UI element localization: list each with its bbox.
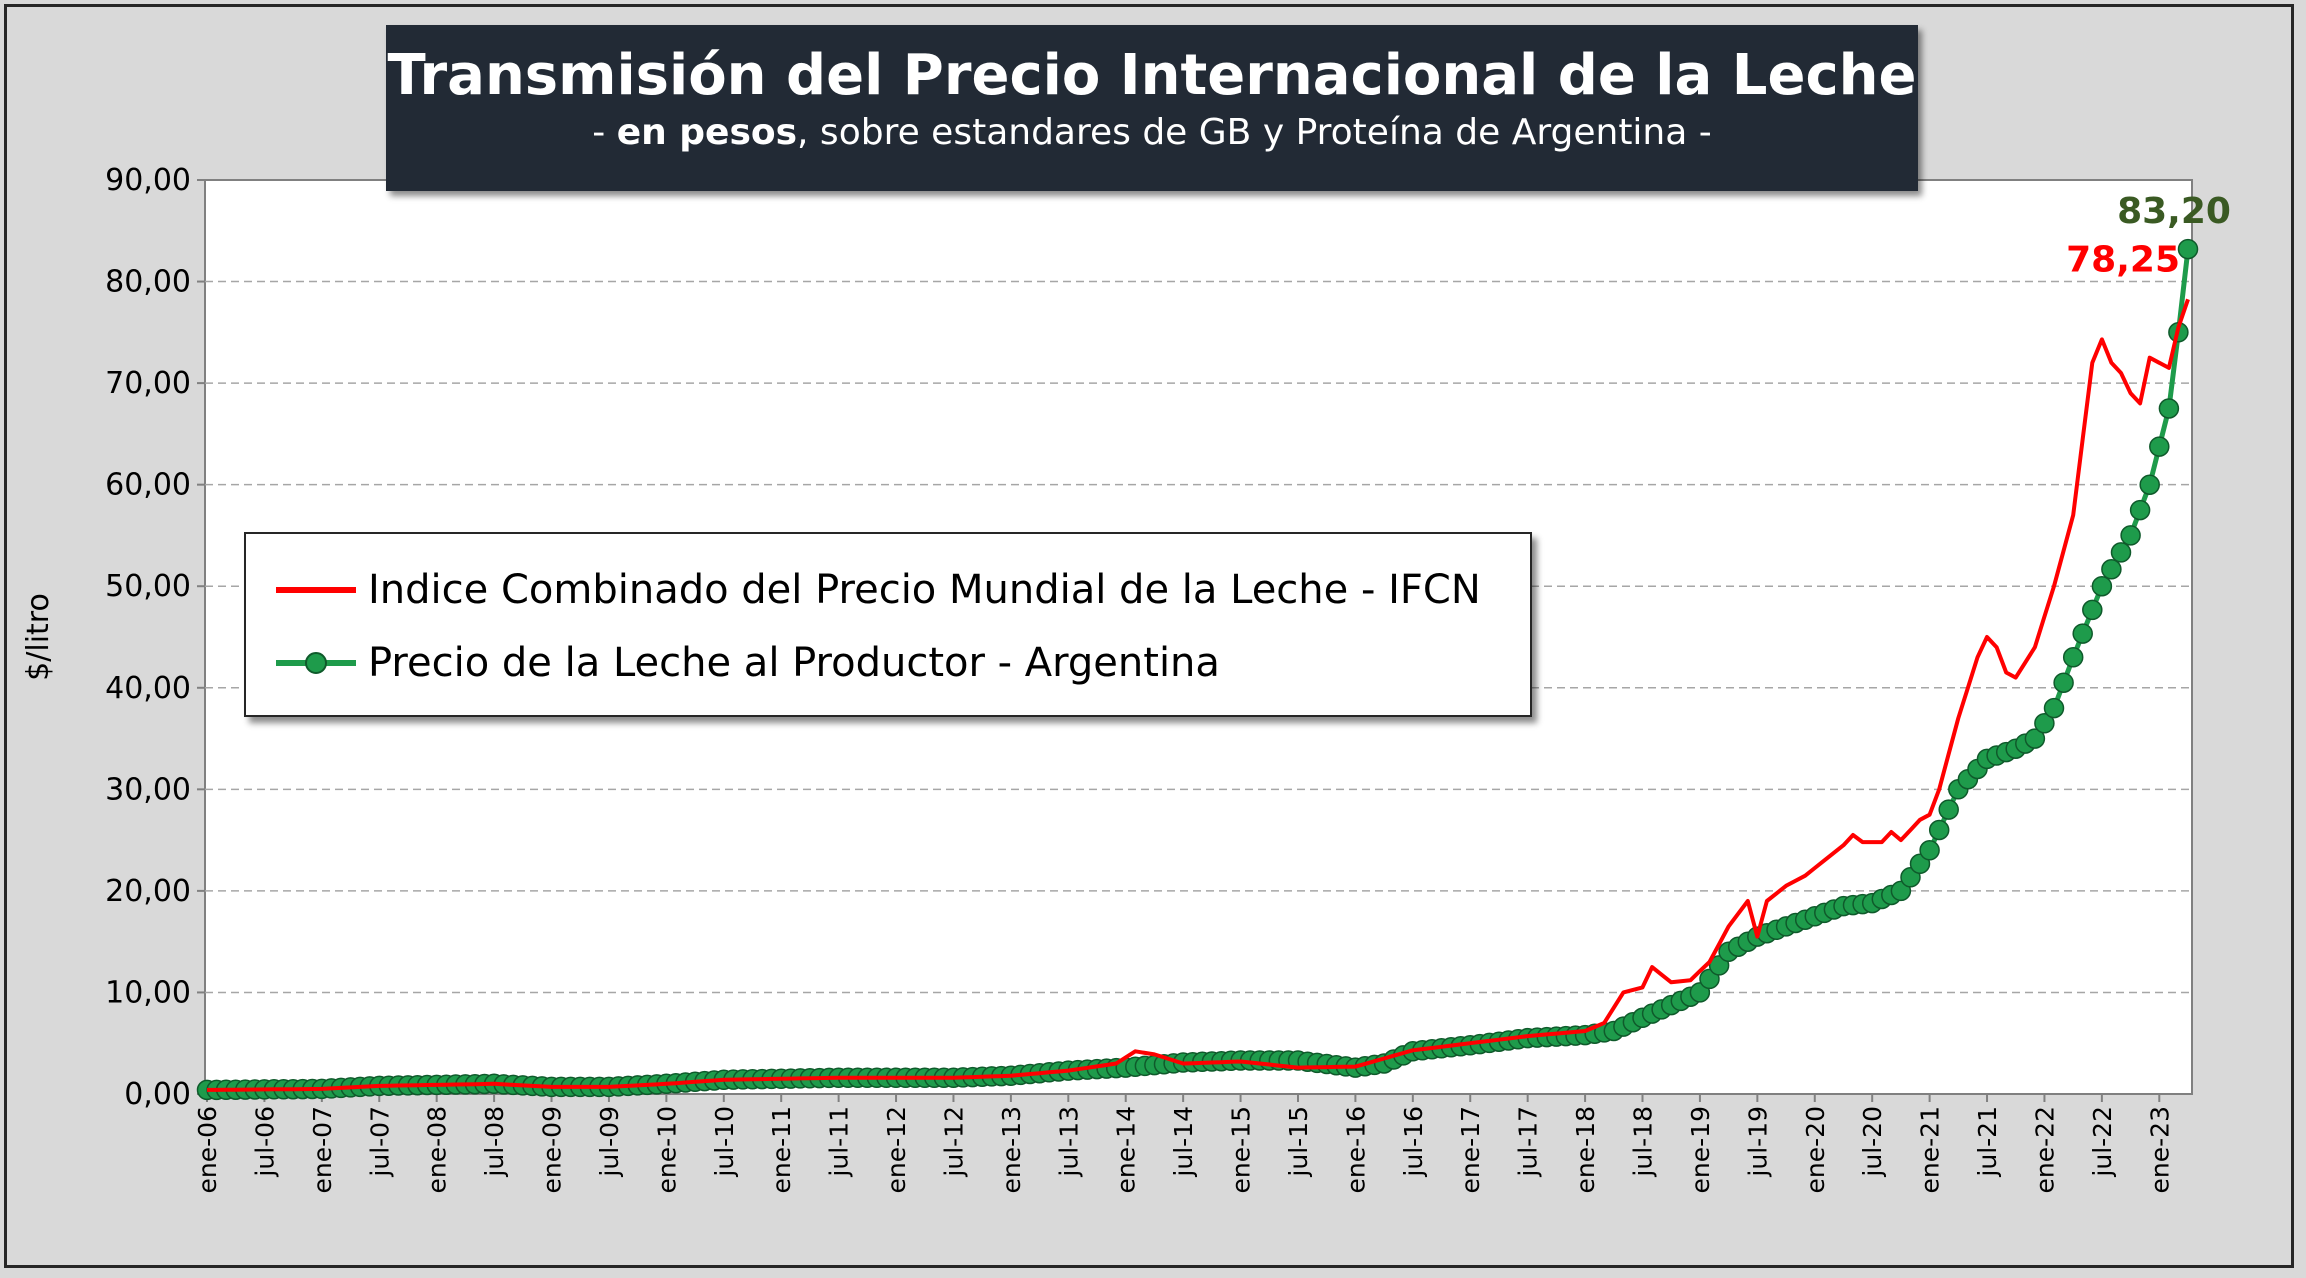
productor-point	[2177, 238, 2199, 260]
y-tick-label: 80,00	[105, 265, 191, 300]
x-tick-label: ene-09	[538, 1106, 567, 1193]
x-tick-label: jul-16	[1399, 1106, 1428, 1178]
x-tick-label: jul-12	[939, 1106, 968, 1178]
subtitle-rest: , sobre estandares de GB y Proteína de A…	[797, 112, 1712, 153]
x-tick-label: ene-08	[423, 1106, 452, 1193]
x-tick-label: jul-17	[1514, 1106, 1543, 1178]
x-tick-label: ene-16	[1341, 1106, 1370, 1193]
y-tick-label: 30,00	[105, 772, 191, 807]
title-box: Transmisión del Precio Internacional de …	[386, 25, 1918, 191]
y-axis-title: $/litro	[21, 593, 56, 681]
x-tick-label: jul-10	[710, 1106, 739, 1178]
y-axis: 0,00 10,00 20,00 30,00 40,00 50,00 60,00 70,00 8…	[105, 163, 205, 1112]
x-tick-label: jul-06	[250, 1106, 279, 1178]
productor-point	[2034, 713, 2055, 734]
productor-point	[2110, 542, 2132, 563]
productor-point	[2024, 728, 2046, 749]
x-tick-label: jul-08	[480, 1106, 509, 1178]
legend-item-productor: Precio de la Leche al Productor - Argent…	[276, 633, 1220, 693]
x-tick-label: jul-11	[825, 1106, 854, 1178]
ifcn-line	[207, 298, 2190, 1092]
y-tick-label: 10,00	[105, 975, 191, 1010]
x-tick-label: jul-09	[595, 1106, 624, 1178]
chart-subtitle: - en pesos, sobre estandares de GB y Pro…	[386, 111, 1918, 155]
legend-label-productor: Precio de la Leche al Productor - Argent…	[368, 640, 1220, 686]
x-tick-label: ene-10	[652, 1106, 681, 1193]
data-labels: 78,25 83,20	[2066, 191, 2231, 280]
productor-point	[1938, 799, 1959, 820]
x-tick-label: jul-07	[365, 1106, 394, 1178]
x-tick-label: ene-15	[1227, 1106, 1256, 1193]
subtitle-bold: en pesos	[616, 112, 798, 153]
y-tick-label: 50,00	[105, 569, 191, 604]
x-tick-label: jul-22	[2088, 1106, 2117, 1178]
x-tick-label: jul-15	[1284, 1106, 1313, 1178]
productor-point	[2149, 436, 2170, 457]
x-tick-label: jul-21	[1973, 1106, 2002, 1178]
x-axis: ene-06 jul-06 ene-07 jul-07 ene-08 jul-08 ene-…	[193, 1094, 2174, 1193]
x-tick-label: ene-21	[1916, 1106, 1945, 1193]
productor-point	[2053, 672, 2074, 693]
x-tick-label: ene-23	[2145, 1106, 2174, 1193]
subtitle-prefix: -	[592, 112, 617, 153]
productor-point	[2120, 525, 2141, 546]
productor-point	[2101, 559, 2122, 580]
x-tick-label: jul-20	[1858, 1106, 1887, 1178]
x-tick-label: ene-07	[308, 1106, 337, 1193]
x-tick-label: jul-18	[1629, 1106, 1658, 1178]
productor-point	[1919, 840, 1940, 861]
y-tick-label: 0,00	[124, 1077, 191, 1112]
x-tick-label: ene-14	[1112, 1106, 1141, 1193]
x-tick-label: ene-22	[2030, 1106, 2059, 1193]
productor-point	[2062, 647, 2084, 668]
legend-label-ifcn: Indice Combinado del Precio Mundial de l…	[368, 567, 1481, 613]
productor-point	[2072, 623, 2093, 644]
chart-title: Transmisión del Precio Internacional de …	[387, 43, 1917, 108]
legend: Indice Combinado del Precio Mundial de l…	[244, 532, 1532, 717]
productor-point	[2139, 474, 2160, 495]
productor-point	[2043, 697, 2065, 719]
productor-point	[1928, 819, 1950, 841]
y-tick-label: 40,00	[105, 671, 191, 706]
x-tick-label: ene-11	[767, 1106, 796, 1193]
productor-last-value-label: 83,20	[2117, 191, 2231, 232]
ifcn-last-value-label: 78,25	[2066, 239, 2180, 280]
x-tick-label: ene-17	[1456, 1106, 1485, 1193]
productor-point	[2129, 499, 2151, 521]
series-layer	[196, 238, 2199, 1101]
legend-item-ifcn: Indice Combinado del Precio Mundial de l…	[276, 560, 1481, 620]
x-tick-label: ene-06	[193, 1106, 222, 1193]
x-tick-label: ene-20	[1801, 1106, 1830, 1193]
x-tick-label: ene-13	[997, 1106, 1026, 1193]
x-tick-label: jul-14	[1169, 1106, 1198, 1178]
x-tick-label: jul-19	[1743, 1106, 1772, 1178]
legend-swatch-productor	[276, 652, 356, 674]
productor-point	[2091, 575, 2113, 597]
productor-point	[2082, 599, 2103, 621]
y-tick-label: 20,00	[105, 874, 191, 909]
y-tick-label: 70,00	[105, 366, 191, 401]
legend-swatch-ifcn	[276, 587, 356, 593]
productor-point	[2158, 398, 2180, 419]
x-tick-label: ene-19	[1686, 1106, 1715, 1193]
x-tick-label: ene-12	[882, 1106, 911, 1193]
x-tick-label: jul-13	[1054, 1106, 1083, 1178]
x-tick-label: ene-18	[1571, 1106, 1600, 1193]
y-tick-label: 90,00	[105, 163, 191, 198]
y-tick-label: 60,00	[105, 468, 191, 503]
